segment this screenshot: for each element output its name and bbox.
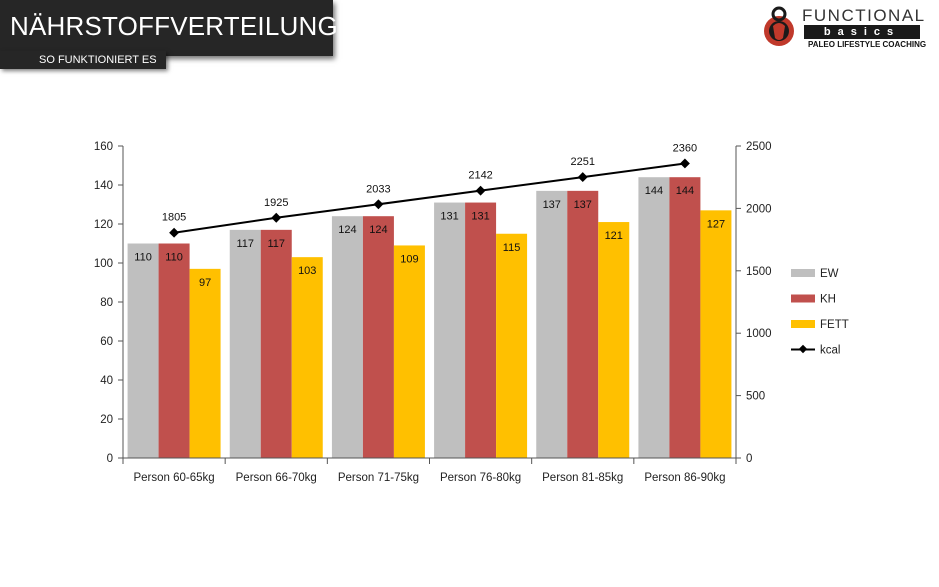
kcal-point <box>679 158 690 169</box>
y-tick-label: 120 <box>94 219 113 231</box>
legend-label: FETT <box>820 319 849 331</box>
y2-tick-label: 0 <box>746 453 752 465</box>
bar-data-label: 124 <box>338 224 356 236</box>
fett-bar <box>700 210 732 458</box>
kcal-point <box>271 212 282 223</box>
page-title: NÄHRSTOFFVERTEILUNG <box>10 11 338 41</box>
bar-data-label: 137 <box>574 199 592 211</box>
fett-bar <box>189 268 221 458</box>
bar-data-label: 110 <box>165 252 183 264</box>
x-tick-label: Person 81-85kg <box>542 472 623 484</box>
fett-bar <box>291 257 323 458</box>
bar-data-label: 103 <box>298 265 316 277</box>
bar-data-label: 109 <box>400 253 418 265</box>
bar-data-label: 144 <box>645 185 663 197</box>
legend-swatch <box>791 269 815 277</box>
y2-tick-label: 1000 <box>746 328 772 340</box>
ew-bar <box>434 202 466 458</box>
subtitle-banner: SO FUNKTIONIERT ES <box>0 51 166 69</box>
y2-tick-label: 1500 <box>746 266 772 278</box>
fett-bar <box>496 233 528 458</box>
legend-label: KH <box>820 294 836 306</box>
x-tick-label: Person 86-90kg <box>644 472 725 484</box>
ew-bar <box>536 190 568 458</box>
fett-bar <box>393 245 425 458</box>
ew-bar <box>229 229 261 458</box>
kh-bar <box>260 229 292 458</box>
bar-data-label: 121 <box>605 230 623 242</box>
y-tick-label: 140 <box>94 180 113 192</box>
kcal-point <box>373 199 384 210</box>
bar-data-label: 115 <box>503 242 521 254</box>
kcal-point <box>169 227 180 238</box>
bar-data-label: 127 <box>707 218 725 230</box>
x-tick-label: Person 71-75kg <box>338 472 419 484</box>
kcal-data-label: 1925 <box>264 197 288 209</box>
kcal-point <box>577 172 588 183</box>
kh-bar <box>158 243 190 458</box>
kcal-data-label: 2142 <box>468 170 492 182</box>
title-banner: NÄHRSTOFFVERTEILUNG <box>0 0 338 56</box>
y-tick-label: 80 <box>100 297 113 309</box>
ew-bar <box>127 243 159 458</box>
kh-bar <box>669 177 701 458</box>
bar-data-label: 131 <box>440 211 458 223</box>
kettlebell-icon <box>764 6 794 46</box>
y-tick-label: 100 <box>94 258 113 270</box>
y-tick-label: 0 <box>107 453 113 465</box>
legend-label: kcal <box>820 345 840 357</box>
legend-swatch <box>791 294 815 303</box>
page-subtitle: SO FUNKTIONIERT ES <box>39 54 157 66</box>
y2-tick-label: 500 <box>746 391 765 403</box>
bar-data-label: 110 <box>134 252 152 264</box>
kh-bar <box>465 202 497 458</box>
legend-label: EW <box>820 268 839 280</box>
logo-text-basics: basics <box>804 25 920 39</box>
kh-bar <box>567 190 599 458</box>
x-tick-label: Person 66-70kg <box>236 472 317 484</box>
kh-bar <box>362 216 394 458</box>
y2-tick-label: 2500 <box>746 141 772 153</box>
ew-bar <box>638 177 670 458</box>
bar-data-label: 97 <box>199 277 211 289</box>
bar-data-label: 117 <box>236 238 254 250</box>
bar-data-label: 124 <box>369 224 387 236</box>
logo-text-functional: FUNCTIONAL <box>802 6 926 25</box>
y-tick-label: 60 <box>100 336 113 348</box>
kcal-point <box>475 185 486 196</box>
kcal-data-label: 2033 <box>366 183 390 195</box>
kcal-data-label: 1805 <box>162 212 186 224</box>
bar-data-label: 117 <box>267 238 285 250</box>
kcal-data-label: 2251 <box>571 156 595 168</box>
kcal-line <box>173 162 686 234</box>
bar-data-label: 131 <box>471 211 489 223</box>
ew-bar <box>331 216 363 458</box>
bar-data-label: 137 <box>543 199 561 211</box>
legend-swatch <box>791 320 815 328</box>
x-tick-label: Person 76-80kg <box>440 472 521 484</box>
y-tick-label: 20 <box>100 414 113 426</box>
fett-bar <box>598 222 630 458</box>
y2-tick-label: 2000 <box>746 203 772 215</box>
kcal-data-label: 2360 <box>673 142 697 154</box>
y-tick-label: 160 <box>94 141 113 153</box>
logo-tagline: PALEO LIFESTYLE COACHING <box>808 40 927 49</box>
y-tick-label: 40 <box>100 375 113 387</box>
brand-logo: FUNCTIONAL basics PALEO LIFESTYLE COACHI… <box>760 6 930 52</box>
bar-data-label: 144 <box>676 185 694 197</box>
x-tick-label: Person 60-65kg <box>133 472 214 484</box>
legend-swatch-marker <box>798 344 808 354</box>
